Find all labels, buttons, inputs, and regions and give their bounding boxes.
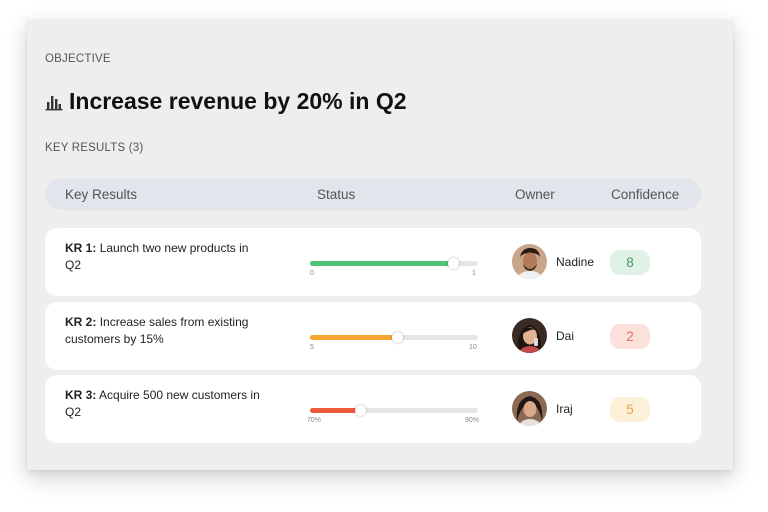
table-row[interactable]: KR 3: Acquire 500 new customers in Q2 70… [45, 375, 701, 443]
progress-track[interactable] [310, 332, 478, 343]
avatar[interactable] [512, 318, 547, 353]
key-result-description: KR 3: Acquire 500 new customers in Q2 [65, 387, 270, 421]
progress-max-label: 1 [472, 270, 476, 277]
key-result-label: KR 2: [65, 315, 97, 329]
table-header: Key Results Status Owner Confidence [45, 178, 701, 210]
objective-title-row: Increase revenue by 20% in Q2 [45, 88, 407, 115]
key-result-text: Acquire 500 new customers in Q2 [65, 388, 260, 419]
confidence-badge[interactable]: 5 [610, 397, 650, 422]
progress-track[interactable] [310, 405, 478, 416]
key-result-label: KR 1: [65, 241, 97, 255]
progress-handle[interactable] [392, 332, 404, 343]
header-status: Status [317, 187, 356, 202]
progress-max-label: 10 [469, 344, 477, 351]
key-result-description: KR 2: Increase sales from existing custo… [65, 314, 265, 348]
header-key-results: Key Results [65, 187, 138, 202]
objective-section-label: OBJECTIVE [45, 53, 111, 65]
confidence-badge[interactable]: 8 [610, 250, 650, 275]
progress-min-label: 5 [310, 344, 314, 351]
progress-min-label: 70% [307, 417, 322, 424]
progress-max-label: 90% [465, 417, 480, 424]
progress-handle[interactable] [447, 258, 459, 269]
key-result-label: KR 3: [65, 388, 97, 402]
header-owner: Owner [515, 187, 555, 202]
progress-min-label: 0 [310, 270, 314, 277]
progress-handle[interactable] [355, 405, 367, 416]
progress-fill [310, 261, 453, 266]
owner-name: Iraj [556, 402, 573, 416]
objective-title: Increase revenue by 20% in Q2 [69, 88, 407, 114]
avatar[interactable] [512, 244, 547, 279]
key-result-description: KR 1: Launch two new products in Q2 [65, 240, 250, 274]
key-results-count-label: KEY RESULTS (3) [45, 142, 144, 154]
header-confidence: Confidence [611, 187, 680, 202]
owner-name: Nadine [556, 255, 595, 269]
bar-chart-icon [45, 95, 63, 110]
progress-fill [310, 408, 361, 413]
progress-fill [310, 335, 398, 340]
okr-card: OBJECTIVE Increase revenue by 20% in Q2 … [27, 20, 733, 470]
table-row[interactable]: KR 2: Increase sales from existing custo… [45, 302, 701, 370]
key-result-text: Increase sales from existing customers b… [65, 315, 249, 346]
key-result-text: Launch two new products in Q2 [65, 241, 249, 272]
avatar[interactable] [512, 391, 547, 426]
progress-track[interactable] [310, 258, 478, 269]
owner-name: Dai [556, 329, 575, 343]
confidence-badge[interactable]: 2 [610, 324, 650, 349]
table-row[interactable]: KR 1: Launch two new products in Q2 0 1 … [45, 228, 701, 296]
